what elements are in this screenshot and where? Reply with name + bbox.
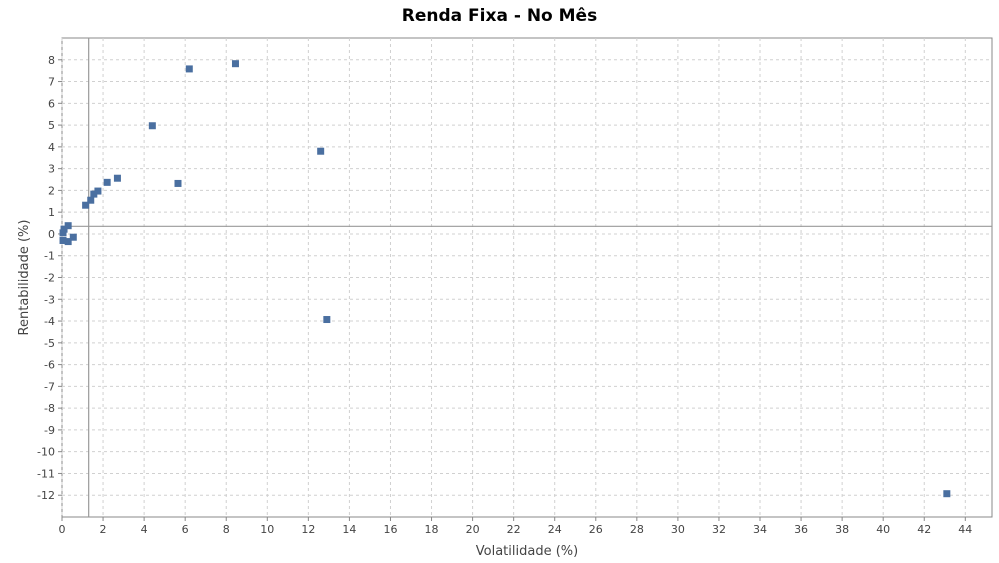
y-tick-label: -7 [44,380,55,393]
data-point[interactable] [59,229,67,237]
y-tick-label: -4 [44,315,55,328]
y-tick-label: 2 [48,184,55,197]
y-tick-label: 5 [48,119,55,132]
x-tick-label: 24 [548,523,562,536]
data-point[interactable] [59,236,67,244]
y-tick-label: 7 [48,76,55,89]
y-tick-label: -8 [44,402,55,415]
x-tick-label: 10 [260,523,274,536]
grid-lines [61,38,992,517]
y-tick-label: -11 [37,467,55,480]
x-tick-label: 42 [917,523,931,536]
data-point[interactable] [94,187,102,195]
x-tick-label: 36 [794,523,808,536]
x-tick-label: 32 [712,523,726,536]
y-tick-label: 0 [48,228,55,241]
data-point[interactable] [69,233,77,241]
data-point[interactable] [317,147,325,155]
data-point[interactable] [90,190,98,198]
y-tick-label: -10 [37,446,55,459]
x-tick-label: 18 [425,523,439,536]
data-point[interactable] [60,225,68,233]
data-point[interactable] [231,60,239,68]
x-tick-label: 14 [342,523,356,536]
data-point[interactable] [148,122,156,130]
x-tick-label: 8 [223,523,230,536]
y-tick-label: 8 [48,54,55,67]
x-tick-label: 0 [59,523,66,536]
data-point[interactable] [64,238,72,246]
x-tick-label: 2 [100,523,107,536]
data-point[interactable] [323,316,331,324]
y-tick-label: 1 [48,206,55,219]
y-tick-label: -1 [44,250,55,263]
data-point[interactable] [113,174,121,182]
x-tick-label: 22 [507,523,521,536]
x-tick-label: 38 [835,523,849,536]
x-tick-label: 12 [301,523,315,536]
data-point[interactable] [103,178,111,186]
y-tick-label: -6 [44,359,55,372]
data-point[interactable] [87,196,95,204]
y-tick-label: 4 [48,141,55,154]
x-tick-label: 30 [671,523,685,536]
x-tick-label: 20 [466,523,480,536]
x-axis: 0 2 4 6 8 10 12 14 16 18 20 22 24 26 28 30 32 34 36 38 40 42 4… [59,517,972,536]
x-axis-title: Volatilidade (%) [476,544,578,559]
y-tick-label: 6 [48,97,55,110]
y-tick-label: -3 [44,293,55,306]
y-tick-label: -9 [44,424,55,437]
y-axis-title: Rentabilidade (%) [17,220,32,336]
data-point[interactable] [82,201,90,209]
x-tick-label: 28 [630,523,644,536]
data-point[interactable] [185,65,193,73]
reference-lines [62,38,992,517]
data-point[interactable] [64,222,72,230]
data-point[interactable] [943,490,951,498]
x-tick-label: 6 [182,523,189,536]
x-tick-label: 40 [876,523,890,536]
y-tick-label: -5 [44,337,55,350]
data-points [59,60,951,498]
y-tick-label: -2 [44,272,55,285]
x-tick-label: 16 [383,523,397,536]
y-tick-label: 3 [48,163,55,176]
chart-title: Renda Fixa - No Mês [401,6,598,26]
x-tick-label: 4 [141,523,148,536]
x-tick-label: 26 [589,523,603,536]
y-tick-label: -12 [37,489,55,502]
x-tick-label: 44 [958,523,972,536]
data-point[interactable] [174,179,182,187]
x-tick-label: 34 [753,523,767,536]
